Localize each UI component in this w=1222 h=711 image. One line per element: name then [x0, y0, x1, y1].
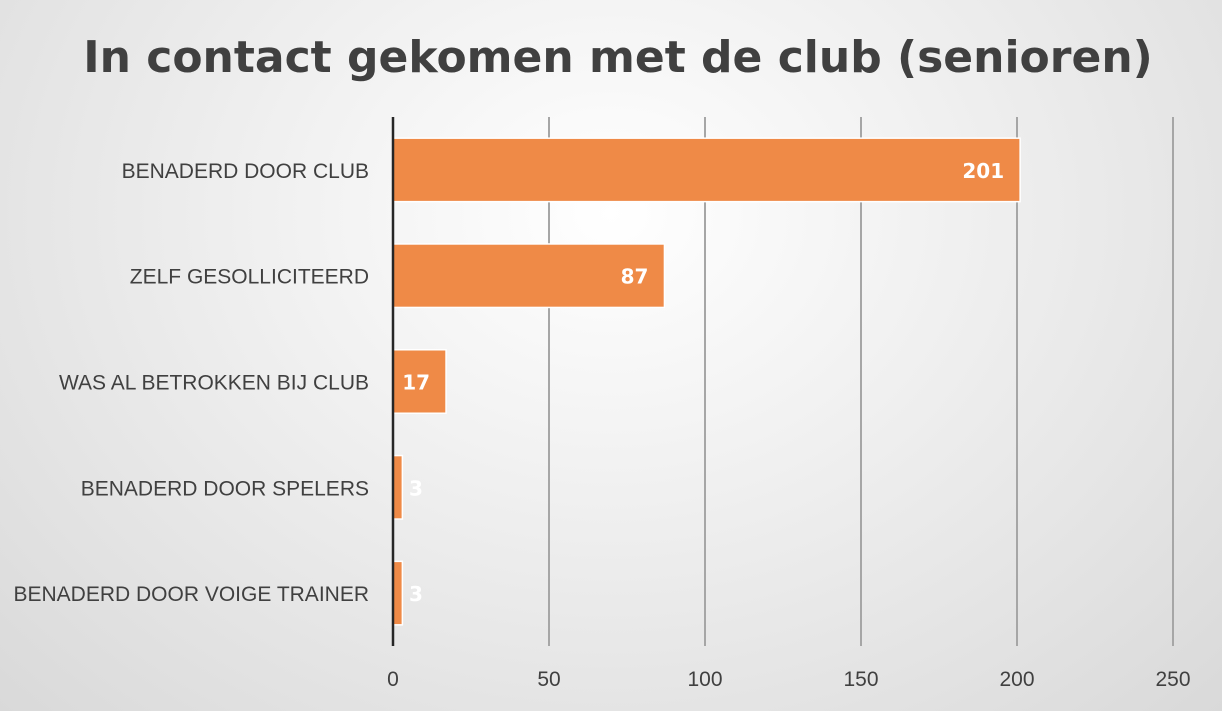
- data-label: 3: [409, 582, 423, 606]
- bar: [392, 243, 666, 309]
- chart-title: In contact gekomen met de club (senioren…: [83, 32, 1153, 83]
- gridlines: [548, 117, 1174, 646]
- x-tick-label: 150: [843, 668, 878, 691]
- data-labels: 201 87 17 3 3: [402, 159, 1004, 606]
- x-tick-labels: 0 50 100 150 200 250: [387, 668, 1190, 691]
- x-tick-label: 0: [387, 668, 399, 691]
- bar: [392, 454, 404, 520]
- bar: [392, 137, 1021, 203]
- category-label: ZELF GESOLLICITEERD: [130, 266, 369, 289]
- bar: [392, 560, 404, 626]
- x-tick-label: 100: [687, 668, 722, 691]
- category-label: BENADERD DOOR CLUB: [122, 160, 369, 183]
- data-label: 17: [402, 371, 430, 395]
- bars: [392, 137, 1021, 626]
- data-label: 87: [621, 265, 649, 289]
- category-labels: BENADERD DOOR CLUB ZELF GESOLLICITEERD WAS…: [13, 160, 369, 606]
- x-tick-label: 50: [537, 668, 560, 691]
- x-tick-label: 200: [999, 668, 1034, 691]
- data-label: 3: [409, 476, 423, 500]
- category-label: BENADERD DOOR VOIGE TRAINER: [13, 583, 369, 606]
- category-label: WAS AL BETROKKEN BIJ CLUB: [59, 372, 369, 395]
- x-tick-label: 250: [1155, 668, 1190, 691]
- category-label: BENADERD DOOR SPELERS: [81, 477, 369, 500]
- data-label: 201: [962, 159, 1004, 183]
